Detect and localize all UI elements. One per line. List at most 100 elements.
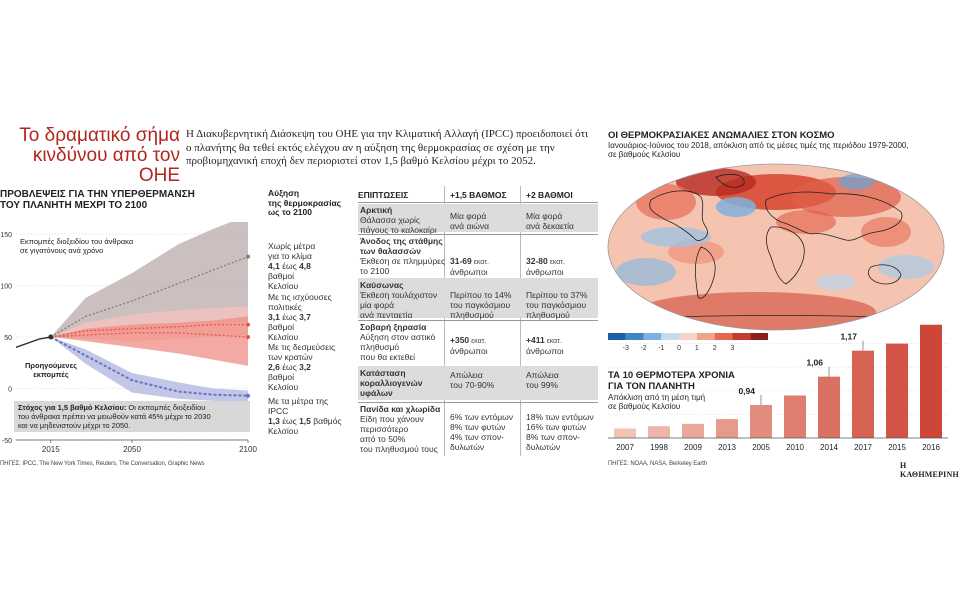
bar-x-label: 2014 — [820, 443, 838, 452]
band-pledges — [50, 316, 248, 366]
target-line-3: και να μηδενιστούν μέχρι το 2050. — [18, 421, 131, 430]
row-1-c2: 32-80 εκατ. άνθρωποι — [526, 256, 565, 277]
bar — [716, 419, 738, 438]
title-line-1: Το δραματικό σήμα — [19, 125, 180, 146]
row-2-c1-1: Περίπου το 14% — [450, 290, 512, 300]
emissions-unit-note-line-1: Εκπομπές διοξειδίου του άνθρακα — [20, 237, 134, 246]
scenario-3-line-3: 1,3 έως 1,5 βαθμός — [268, 416, 348, 426]
scale-swatch — [696, 333, 715, 340]
table-row — [358, 278, 598, 318]
row-2-c1-3: πληθυσμού — [450, 310, 494, 320]
bars-heading-line-1: ΤΑ 10 ΘΕΡΜΟΤΕΡΑ ΧΡΟΝΙΑ — [608, 370, 735, 381]
projection-heading: ΠΡΟΒΛΕΨΕΙΣ ΓΙΑ ΤΗΝ ΥΠΕΡΘΕΡΜΑΝΣΗ ΤΟΥ ΠΛΑΝ… — [0, 189, 195, 211]
past-emissions-label-line-2: εκπομπές — [33, 370, 69, 379]
row-2-desc-2: μία φορά — [360, 300, 395, 310]
row-divider — [358, 234, 598, 235]
table-col-divider-1 — [444, 186, 445, 456]
target-line-1-bold: Στόχος για 1,5 βαθμό Κελσίου: — [18, 403, 127, 412]
projection-heading-line-2: ΤΟΥ ΠΛΑΝΗΤΗ ΜΕΧΡΙ ΤΟ 2100 — [0, 200, 148, 211]
row-5-c1-2: 8% των φυτών — [450, 422, 506, 432]
left-source: ΠΗΓΕΣ: IPCC, The New York Times, Reuters… — [0, 461, 205, 467]
scenario-3-sep: έως — [279, 416, 300, 426]
row-4-c1: Απώλεια του 70-90% — [450, 370, 494, 390]
scenario-3-min: 1,3 — [268, 416, 280, 426]
table-header-2: +2 ΒΑΘΜΟΙ — [526, 190, 573, 200]
scenario-1-unit: βαθμοί — [268, 322, 295, 332]
row-1-desc-1: Έκθεση σε πλημμύρες — [360, 256, 446, 266]
bar-x-label: 2015 — [888, 443, 906, 452]
row-0-c2: Μία φορά ανά δεκαετία — [526, 211, 574, 231]
impacts-table: ΕΠΙΠΤΩΣΕΙΣ +1,5 ΒΑΘΜΟΣ +2 ΒΑΘΜΟΙ Αρκτική… — [358, 186, 598, 456]
row-1-c1: 31-69 εκατ. άνθρωποι — [450, 256, 489, 277]
row-0-c2-2: ανά δεκαετία — [526, 221, 574, 231]
scenario-3-line-4: Κελσίου — [268, 426, 299, 436]
row-0-desc-2: πάγους το καλοκαίρι — [360, 225, 437, 235]
bar — [886, 343, 908, 438]
row-drought: Σοβαρή ξηρασία Αύξηση στον αστικό πληθυσμό… — [360, 322, 435, 362]
row-5-c2-1: 18% των εντόμων — [526, 412, 594, 422]
scenario-1-min: 3,1 — [268, 312, 280, 322]
row-5-c2: 18% των εντόμων 16% των φυτών 8% των σπον-… — [526, 412, 594, 452]
row-2-desc-3: ανά πενταετία — [360, 310, 413, 320]
table-header-divider — [358, 202, 598, 203]
emissions-projection-chart: 150 100 50 0 -50 2015 2050 2100 — [0, 222, 257, 454]
row-3-c2-unit: εκατ. — [544, 338, 562, 345]
bar — [852, 350, 874, 438]
row-1-c1-rest: άνθρωποι — [450, 267, 488, 277]
scale-swatch — [661, 333, 680, 340]
row-0-c2-1: Μία φορά — [526, 211, 563, 221]
present-marker — [48, 334, 54, 340]
row-coral: Κατάσταση κοραλλιογενών υφάλων — [360, 368, 423, 398]
row-2-c1: Περίπου το 14% του παγκόσμιου πληθυσμού — [450, 290, 511, 320]
row-3-desc-1: Αύξηση στον αστικό — [360, 332, 436, 342]
scenario-2-sep: έως — [279, 362, 300, 372]
table-header-impacts: ΕΠΙΠΤΩΣΕΙΣ — [358, 190, 409, 200]
series-end-marker — [246, 335, 250, 339]
scenario-label-pledges: Με τις δεσμεύσεις των κρατών 2,6 έως 3,2… — [268, 342, 338, 392]
row-0-c1-2: ανά αιώνα — [450, 221, 490, 231]
row-4-title-2: κοραλλιογενών — [360, 378, 423, 388]
row-3-c2-rest: άνθρωποι — [526, 346, 564, 356]
x-tick-label: 2100 — [239, 445, 257, 454]
band-ipcc-line — [50, 336, 249, 397]
row-5-c2-3: 8% των σπον- — [526, 432, 580, 442]
row-0-c1-1: Μία φορά — [450, 211, 487, 221]
scenario-0-line-1: Χωρίς μέτρα — [268, 241, 316, 251]
scenario-1-line-3: 3,1 έως 3,7 βαθμοί — [268, 312, 338, 332]
scale-swatch — [714, 333, 733, 340]
row-0-title: Αρκτική — [360, 205, 393, 215]
row-1-desc-2: το 2100 — [360, 266, 390, 276]
scenario-0-line-2: για το κλίμα — [268, 251, 312, 261]
bar — [920, 324, 942, 438]
row-3-c2-value: +411 — [526, 335, 545, 345]
projection-heading-line-1: ΠΡΟΒΛΕΨΕΙΣ ΓΙΑ ΤΗΝ ΥΠΕΡΘΕΡΜΑΝΣΗ — [0, 189, 195, 200]
row-1-c2-rest: άνθρωποι — [526, 267, 564, 277]
past-emissions-label-line-1: Προηγούμενες — [24, 361, 78, 370]
row-4-c2-1: Απώλεια — [526, 370, 559, 380]
row-5-c1-4: δυλωτών — [450, 442, 485, 452]
scale-swatch — [608, 333, 626, 340]
bars-heading-line-2: ΓΙΑ ΤΟΝ ΠΛΑΝΗΤΗ — [608, 381, 695, 392]
past-emissions-line — [15, 336, 51, 348]
row-1-c1-value: 31-69 — [450, 256, 472, 266]
row-heatwave: Καύσωνας Έκθεση τουλάχιστον μία φορά ανά πε… — [360, 280, 437, 320]
row-3-desc-3: που θα εκτεθεί — [360, 352, 416, 362]
scenario-1-line-4: Κελσίου — [268, 332, 299, 342]
scenario-1-sep: έως — [279, 312, 300, 322]
target-line-1: Στόχος για 1,5 βαθμό Κελσίου: Οι εκπομπέ… — [18, 403, 246, 412]
band-no-action — [50, 222, 248, 337]
scenario-label-current-policies: Με τις ισχύουσες πολιτικές 3,1 έως 3,7 β… — [268, 292, 338, 342]
intro-text: Η Διακυβερνητική Διάσκεψη του ΟΗΕ για τη… — [186, 128, 588, 167]
row-5-title: Πανίδα και χλωρίδα — [360, 404, 441, 414]
row-5-desc-4: του πληθυσμού τους — [360, 444, 438, 454]
scale-swatch — [732, 333, 751, 340]
target-line-1-rest: Οι εκπομπές διοξειδίου — [126, 403, 206, 412]
row-4-c2: Απώλεια του 99% — [526, 370, 559, 390]
x-tick-label: 2015 — [42, 445, 60, 454]
row-4-c2-2: του 99% — [526, 380, 558, 390]
increase-label-line-1: Αύξηση — [268, 188, 300, 198]
scenario-1-line-2: πολιτικές — [268, 302, 302, 312]
bar-x-label: 1998 — [650, 443, 668, 452]
row-divider — [358, 320, 598, 321]
